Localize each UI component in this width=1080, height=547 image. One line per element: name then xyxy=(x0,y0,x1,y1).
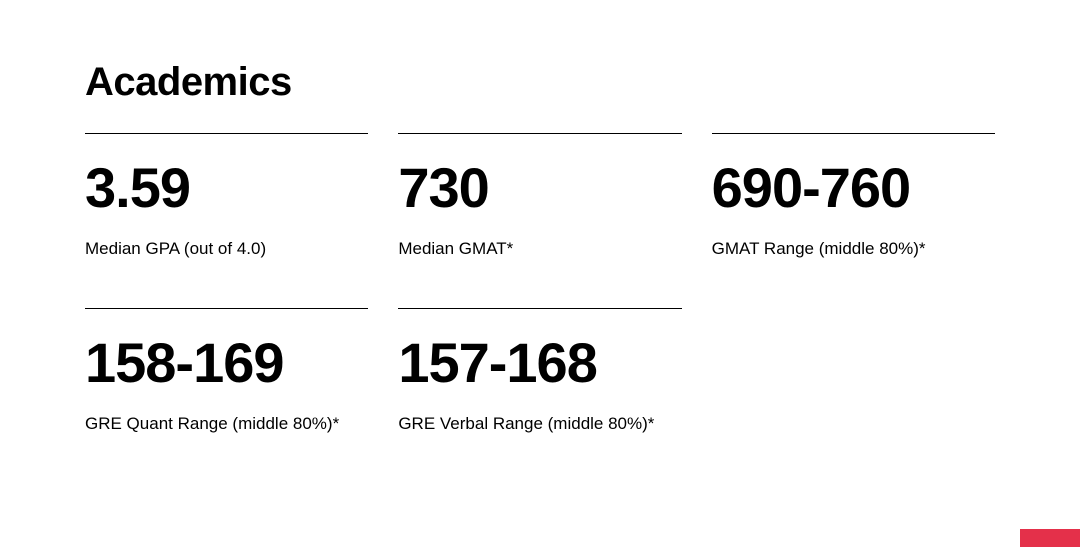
stats-grid: 3.59 Median GPA (out of 4.0) 730 Median … xyxy=(85,133,995,435)
stat-value: 157-168 xyxy=(398,335,681,391)
stat-value: 158-169 xyxy=(85,335,368,391)
stat-label: Median GMAT* xyxy=(398,238,681,260)
stat-value: 3.59 xyxy=(85,160,368,216)
stat-card-gre-quant: 158-169 GRE Quant Range (middle 80%)* xyxy=(85,308,368,435)
stat-label: GRE Verbal Range (middle 80%)* xyxy=(398,413,681,435)
stat-label: GRE Quant Range (middle 80%)* xyxy=(85,413,368,435)
section-title: Academics xyxy=(85,60,995,105)
stat-label: Median GPA (out of 4.0) xyxy=(85,238,368,260)
stat-value: 730 xyxy=(398,160,681,216)
accent-bar xyxy=(1020,529,1080,547)
stat-card-gpa: 3.59 Median GPA (out of 4.0) xyxy=(85,133,368,260)
stat-label: GMAT Range (middle 80%)* xyxy=(712,238,995,260)
stat-card-gmat-range: 690-760 GMAT Range (middle 80%)* xyxy=(712,133,995,260)
stat-card-gre-verbal: 157-168 GRE Verbal Range (middle 80%)* xyxy=(398,308,681,435)
academics-section: Academics 3.59 Median GPA (out of 4.0) 7… xyxy=(0,0,1080,435)
stat-card-gmat-median: 730 Median GMAT* xyxy=(398,133,681,260)
stat-value: 690-760 xyxy=(712,160,995,216)
